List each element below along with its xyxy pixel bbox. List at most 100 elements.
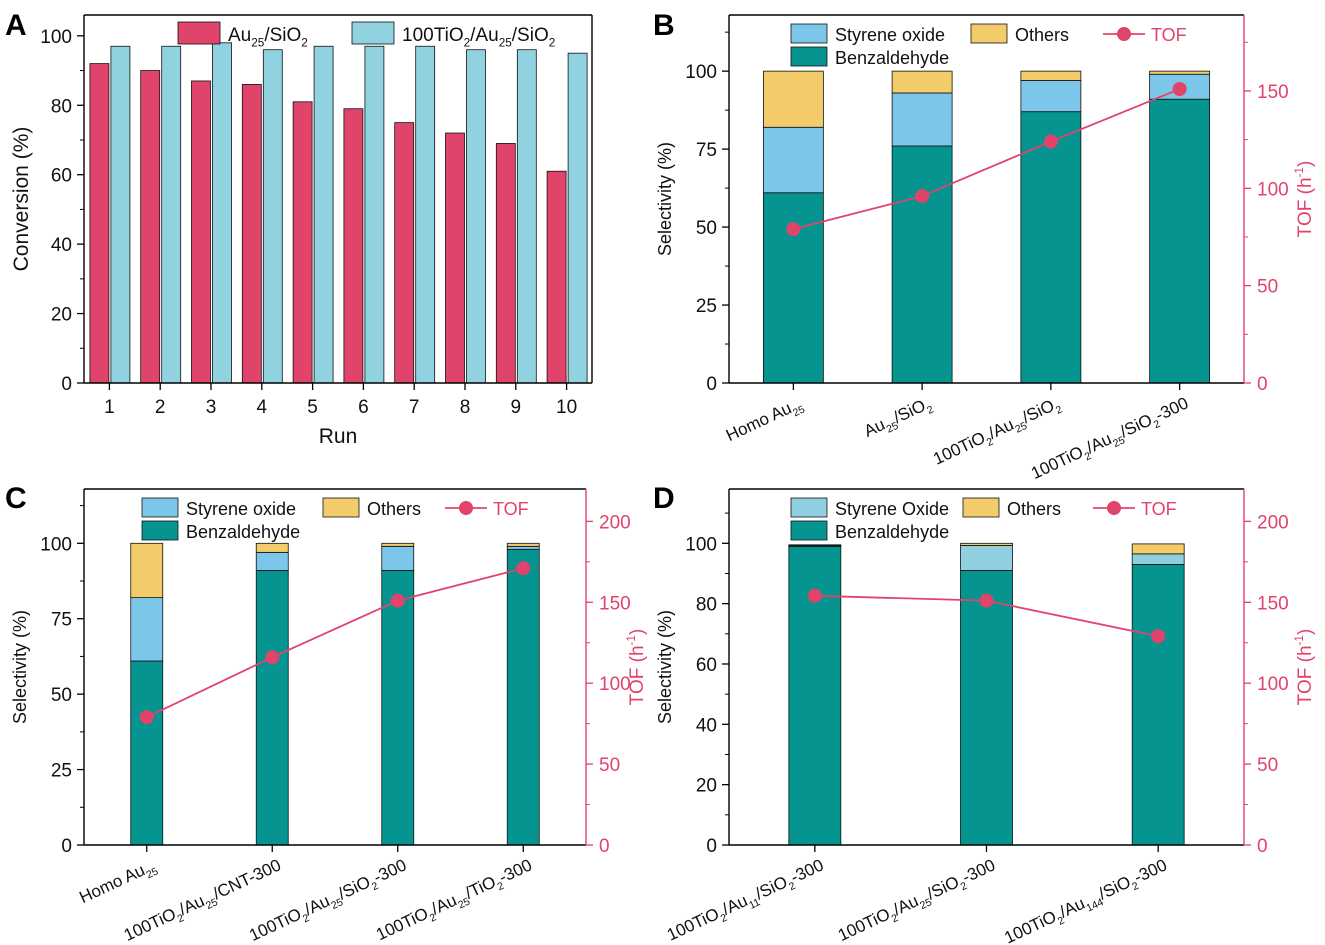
bar-series-2 [212,42,232,384]
bar-styrene-oxide [762,126,824,194]
y2-tick-label: 0 [1257,374,1268,395]
bar-styrene-oxide [130,597,164,662]
legend-label: Styrene Oxide [835,499,949,519]
legend-label-part: 2 [301,37,308,50]
x-tick-label-part: 2 [1152,418,1163,431]
x-tick-label-part: 25 [918,896,934,912]
bar-series-1 [495,143,516,384]
x-tick-label-part: 2 [176,912,187,925]
legend-label: 100TiO2/Au25/SiO2 [402,25,555,50]
x-tick-label-part: -300 [496,855,535,887]
x-tick-label-part: /SiO [752,872,790,903]
tof-point [139,710,154,725]
x-tick-label: 10 [556,397,577,418]
bar-others [1020,70,1082,81]
x-tick-label-part: 100TiO [930,428,988,469]
x-tick-label-part: 2 [1083,450,1094,463]
x-tick-label-part: Au [861,415,888,441]
x-tick-label-part: -300 [371,855,410,887]
x-tick-label-part: -300 [1152,393,1191,425]
y-tick-label: 20 [696,776,717,797]
panel-label: A [5,9,27,42]
y2-axis-label-part: TOF (h [1295,177,1316,237]
legend-label-part: 100TiO [402,25,464,46]
bar-others [762,70,824,128]
x-tick-label-part: 25 [456,896,472,912]
legend-label: Benzaldehyde [835,522,949,542]
legend-swatch [322,497,360,518]
bar-series-1 [445,132,465,384]
legend-swatch [790,46,828,67]
x-tick-label: 9 [511,397,522,418]
x-tick-label-part: /SiO [924,872,962,903]
bar-benzaldehyde [506,548,540,846]
bar-series-2 [466,49,486,384]
y2-axis-label: TOF (h-1) [625,629,648,706]
y-tick-label: 0 [61,836,72,857]
y2-tick-label: 50 [1257,755,1278,776]
y-tick-label: 40 [51,235,72,256]
tof-point [979,593,994,608]
bar-benzaldehyde [960,570,1013,846]
y-axis-label: Selectivity (%) [655,142,675,256]
bar-others [788,544,842,546]
y2-axis-label-part: ) [1295,161,1316,167]
x-tick-label-part: 100TiO [373,904,431,945]
y2-tick-label: 150 [1257,593,1289,614]
y2-tick-label: 200 [1257,512,1289,533]
x-tick-label-part: 25 [791,403,807,419]
bar-styrene-oxide [255,551,289,571]
legend-label: TOF [493,499,529,519]
bar-series-2 [516,49,537,384]
x-tick-label-part: /SiO [1117,410,1155,441]
x-tick-label-part: 100TiO [121,904,179,945]
legend-label: Benzaldehyde [835,48,949,68]
legend-swatch [177,21,221,45]
x-tick-label: 1 [104,397,115,418]
panel-label: D [653,482,675,515]
x-tick-label-part: 25 [204,896,220,912]
x-tick-label-part: 100TiO [835,904,893,945]
legend-label: Benzaldehyde [186,522,300,542]
legend-label: Others [367,499,421,519]
y2-tick-label: 200 [599,512,631,533]
tof-line [793,88,1180,231]
y-tick-label: 25 [696,296,717,317]
bar-others [960,542,1013,546]
y-axis-label: Conversion (%) [10,127,33,272]
panel-label: C [5,482,27,515]
bar-styrene-oxide [891,92,953,147]
y2-axis-label-part: -1 [625,635,638,645]
x-axis-label: Run [319,425,358,448]
y-tick-label: 75 [51,610,72,631]
bar-styrene-oxide [960,545,1013,571]
bar-series-2 [415,45,436,384]
y2-tick-label: 100 [1257,179,1289,200]
legend-label: TOF [1151,25,1187,45]
y2-tick-label: 0 [599,836,610,857]
bar-benzaldehyde [1131,564,1185,846]
bar-benzaldehyde [762,192,824,384]
legend-marker [1117,27,1131,41]
bar-styrene-oxide [1131,553,1185,565]
x-tick-label-part: 2 [959,880,970,893]
legend-label-part: 2 [464,37,471,50]
bar-benzaldehyde [891,145,953,384]
bar-series-2 [313,45,334,384]
x-tick-label-part: 2 [985,436,996,449]
x-tick-label: 5 [307,397,318,418]
x-tick-label-part: 2 [1056,914,1067,927]
legend-marker [459,501,473,515]
x-tick-label-part: 2 [370,880,381,893]
bar-others [381,542,415,547]
y-tick-label: 100 [685,62,717,83]
y2-axis-label: TOF (h-1) [1293,629,1316,706]
x-tick-label: 100TiO2/Au25/SiO2-300 [835,855,1000,945]
y-tick-label: 0 [61,374,72,395]
x-tick-label-part: /SiO [1019,396,1057,427]
legend-swatch [962,497,1000,518]
bar-others [1131,543,1185,555]
x-tick-label-part: 100TiO [1001,907,1059,945]
